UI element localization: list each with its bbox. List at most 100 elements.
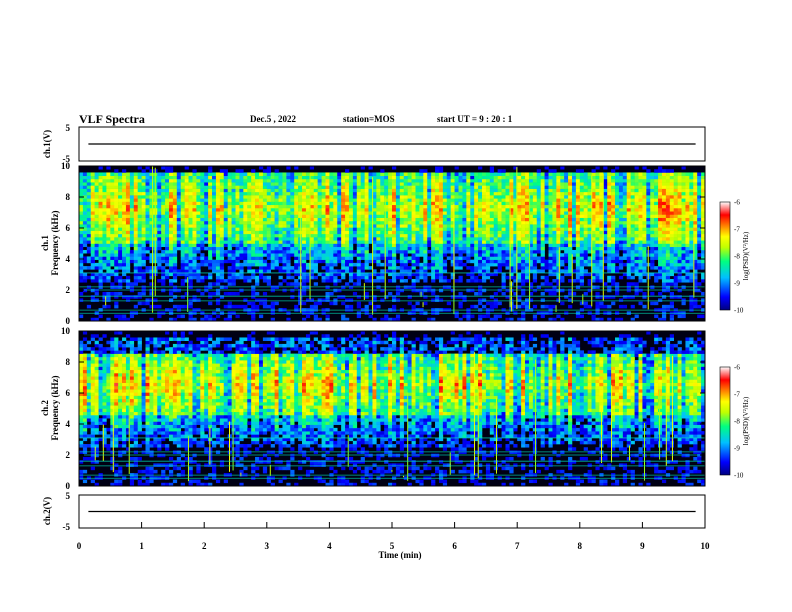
spectrogram-cell: [458, 230, 463, 235]
spectrogram-cell: [395, 291, 401, 296]
spectrogram-cell: [380, 237, 385, 241]
spectrogram-cell: [227, 191, 232, 196]
spectrogram-cell: [532, 220, 538, 225]
spectrogram-cell: [415, 256, 420, 260]
spectrogram-cell: [446, 246, 451, 251]
spectrogram-cell: [172, 185, 178, 189]
spectrogram-cell: [595, 204, 600, 209]
spectrogram-cell: [282, 211, 287, 215]
spectrogram-cell: [352, 272, 358, 277]
spectrogram-cell: [501, 233, 506, 238]
spectrogram-cell: [642, 253, 647, 257]
spectrogram-cell: [388, 269, 393, 273]
spectrogram-cell: [364, 243, 369, 248]
spectrogram-cell: [313, 266, 318, 270]
spectrogram-cell: [485, 220, 491, 225]
spectrogram-cell: [356, 195, 361, 199]
spectrogram-cell: [196, 230, 201, 235]
spectrogram-cell: [94, 204, 99, 209]
spectrogram-cell: [689, 195, 694, 199]
spectrogram-cell: [419, 249, 424, 254]
spectrogram-cell: [149, 269, 154, 273]
spectrogram-cell: [591, 198, 596, 202]
spectrogram-cell: [317, 220, 322, 225]
spectrogram-cell: [568, 243, 573, 248]
spectrogram-cell: [258, 266, 264, 270]
spectrogram-cell: [493, 240, 498, 244]
spectrogram-cell: [125, 224, 131, 228]
spectrogram-cell: [466, 198, 471, 202]
spectrogram-cell: [380, 275, 385, 280]
spectrogram-cell: [168, 227, 174, 231]
spectrogram-cell: [528, 269, 534, 273]
spectrogram-cell: [286, 253, 291, 257]
spectrogram-cell: [172, 240, 178, 244]
spectrogram-cell: [564, 246, 569, 251]
spectrogram-cell: [231, 256, 236, 260]
spectrogram-cell: [321, 246, 326, 251]
spectrogram-cell: [630, 233, 635, 238]
spectrogram-cell: [102, 275, 107, 280]
spectrogram-cell: [450, 272, 455, 277]
spectrogram-cell: [294, 282, 299, 286]
spectrogram-cell: [501, 237, 506, 241]
spectrogram-cell: [274, 233, 279, 238]
spectrogram-cell: [638, 204, 643, 209]
spectrogram-cell: [505, 275, 510, 280]
spectrogram-cell: [595, 256, 600, 260]
spectrogram-cell: [247, 233, 252, 238]
spectrogram-cell: [168, 240, 174, 244]
spectrogram-cell: [568, 224, 573, 228]
spectrogram-cell: [368, 256, 373, 260]
spectrogram-cell: [611, 217, 616, 222]
spectrogram-cell: [548, 246, 553, 251]
spectrogram-cell: [654, 272, 659, 277]
spectrogram-cell: [122, 227, 127, 231]
spectrogram-cell: [368, 227, 373, 231]
spectrogram-cell: [149, 282, 154, 286]
spectrogram-cell: [544, 288, 549, 293]
spectrogram-cell: [618, 227, 624, 231]
spectrogram-cell: [376, 191, 381, 196]
spectrogram-cell: [552, 227, 557, 231]
spectrogram-cell: [258, 227, 264, 231]
spectrogram-cell: [219, 295, 225, 299]
spectrogram-cell: [438, 288, 444, 293]
spectrogram-cell: [509, 191, 514, 196]
spectrogram-cell: [571, 253, 577, 257]
spectrogram-cell: [697, 198, 702, 202]
spectrogram-cell: [701, 298, 706, 302]
spectrogram-cell: [243, 224, 248, 228]
spectrogram-cell: [333, 246, 338, 251]
spectrogram-cell: [501, 224, 506, 228]
spectrogram-cell: [212, 195, 217, 199]
spectrogram-cell: [509, 217, 514, 222]
spectrogram-cell: [243, 204, 248, 209]
spectrogram-cell: [215, 246, 221, 251]
spectrogram-cell: [278, 240, 283, 244]
spectrogram-cell: [407, 220, 412, 225]
spectrogram-cell: [544, 201, 549, 206]
spectrogram-cell: [376, 195, 381, 199]
spectrogram-cell: [673, 279, 678, 283]
spectrogram-cell: [337, 233, 342, 238]
spectrogram-cell: [251, 291, 256, 296]
spectrogram-cell: [102, 198, 107, 202]
spectrogram-cell: [122, 188, 127, 193]
spectrogram-cell: [481, 266, 487, 270]
spectrogram-cell: [114, 256, 119, 260]
spectrogram-cell: [114, 240, 119, 244]
spectrogram-cell: [364, 304, 369, 309]
spectrogram-cell: [689, 266, 694, 270]
spectrogram-cell: [114, 295, 119, 299]
spectrogram-cell: [435, 188, 440, 193]
spectrogram-cell: [669, 249, 674, 254]
spectrogram-cell: [446, 227, 451, 231]
spectrogram-cell: [227, 195, 232, 199]
spectrogram-cell: [669, 259, 674, 264]
spectrogram-cell: [82, 207, 88, 212]
spectrogram-cell: [638, 227, 643, 231]
spectrogram-cell: [568, 195, 573, 199]
spectrogram-cell: [552, 272, 557, 277]
spectrogram-cell: [599, 262, 604, 267]
